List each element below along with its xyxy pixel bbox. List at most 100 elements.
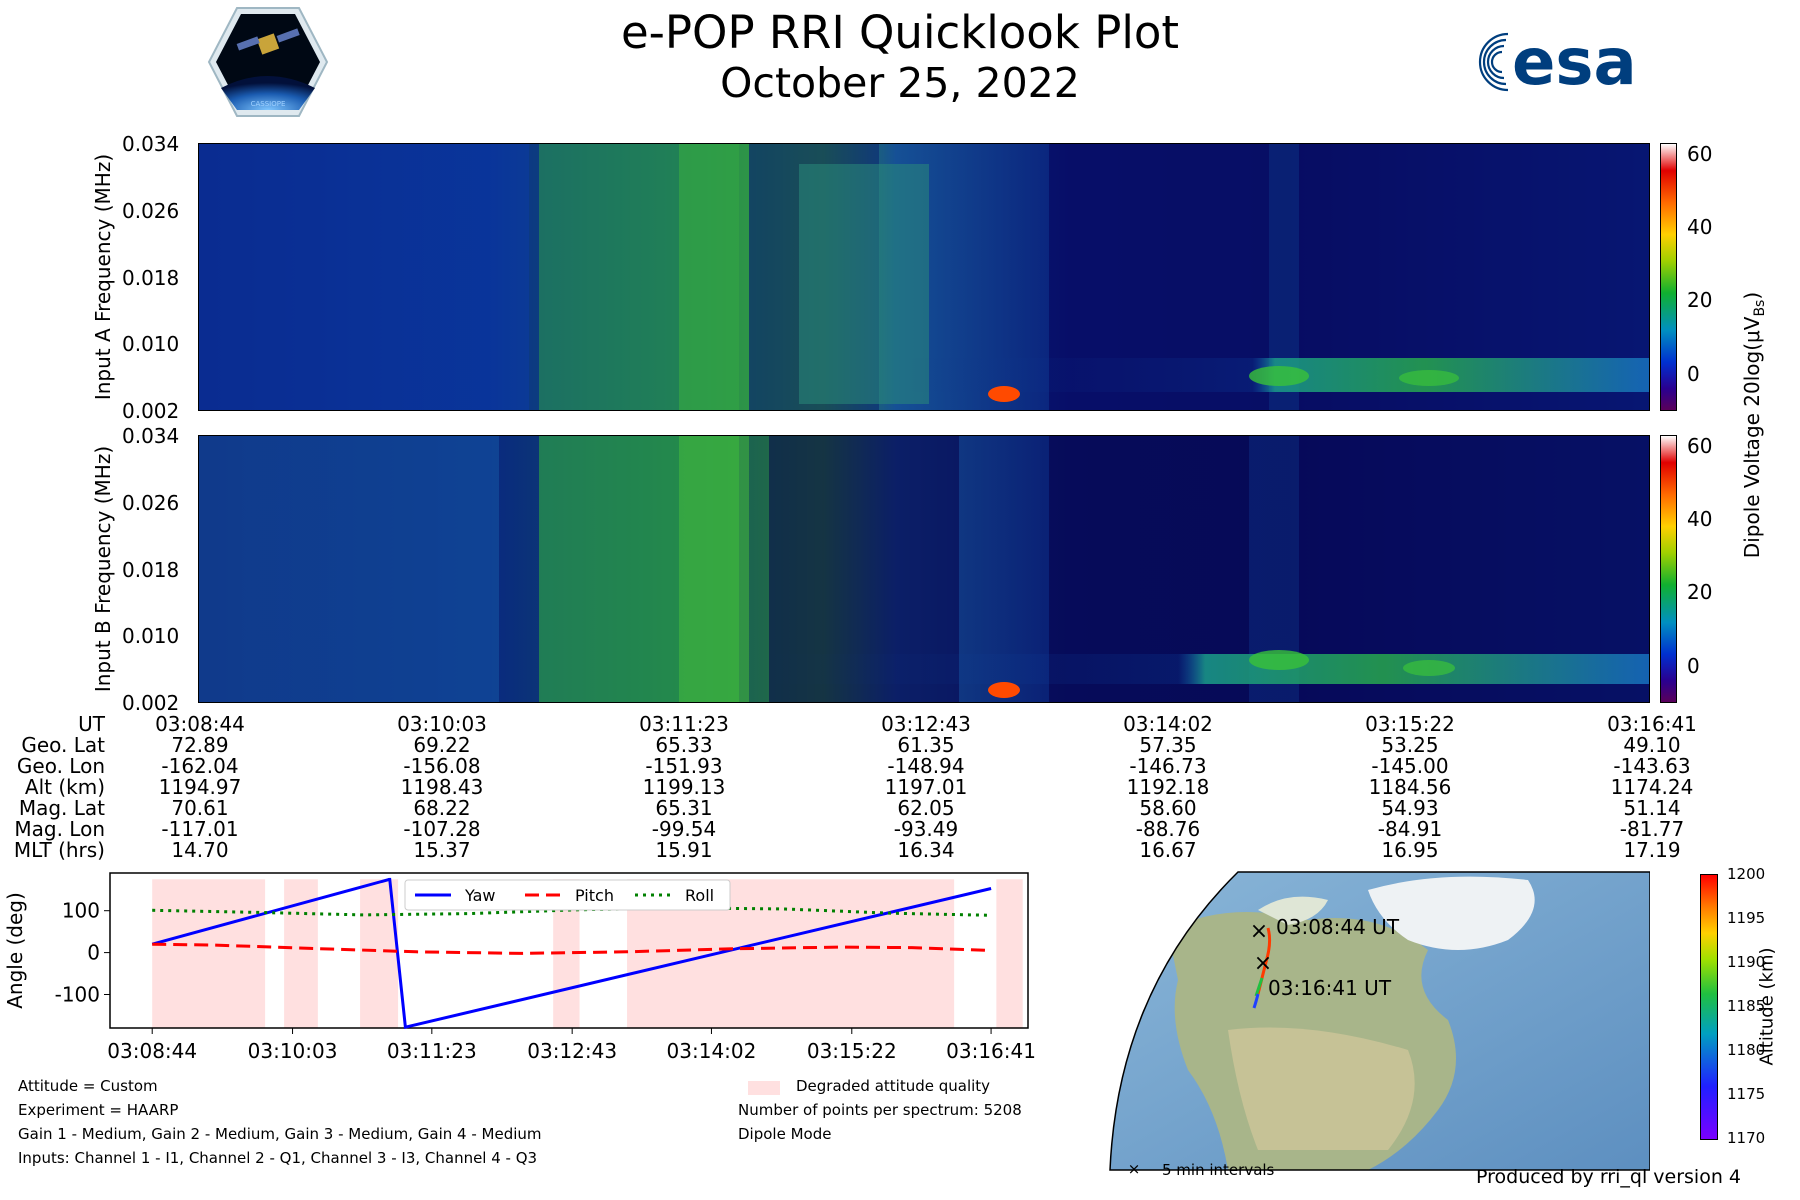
orbit-table-cell: 51.14 (1623, 796, 1681, 820)
orbit-table-cell: -88.76 (1135, 817, 1201, 841)
cbar-b-tick-60: 60 (1687, 434, 1713, 458)
spectrogram-a-colorbar (1660, 143, 1677, 411)
orbit-table-cell: 1174.24 (1610, 775, 1694, 799)
orbit-map: × × 03:08:44 UT 03:16:41 UT (1109, 871, 1650, 1171)
produced-by: Produced by rri_ql version 4 (1476, 1166, 1741, 1188)
experiment-name: Experiment = HAARP (18, 1101, 179, 1119)
orbit-table-cell: 15.91 (655, 838, 713, 862)
orbit-table-cell: -143.63 (1613, 754, 1691, 778)
ytick-b-4: 0.002 (122, 691, 180, 715)
orbit-table-cell: 68.22 (413, 796, 471, 820)
orbit-row-label: Geo. Lat (21, 733, 105, 757)
orbit-table-cell: 70.61 (171, 796, 229, 820)
attitude-ylabel: Angle (deg) (3, 892, 27, 1009)
map-end-label: 03:16:41 UT (1268, 976, 1392, 1000)
orbit-table-cell: -117.01 (161, 817, 239, 841)
altitude-colorbar (1700, 874, 1718, 1140)
attitude-legend (404, 879, 731, 911)
degraded-interval (996, 879, 1023, 1028)
degraded-legend-swatch (748, 1081, 780, 1095)
orbit-table-cell: 15.37 (413, 838, 471, 862)
ytick-a-1: 0.026 (122, 199, 180, 223)
series-line-pitch (152, 942, 992, 955)
orbit-table-cell: 17.19 (1623, 838, 1681, 862)
alt-tick-1180: 1180 (1727, 1041, 1766, 1059)
ytick-b-2: 0.018 (122, 558, 180, 582)
altitude-label: Altitude (km) (1756, 947, 1778, 1066)
orbit-table-cell: 03:16:41 (1607, 712, 1697, 736)
orbit-table-cell: 72.89 (171, 733, 229, 757)
orbit-table-cell: 03:11:23 (639, 712, 729, 736)
orbit-row-label: UT (78, 712, 105, 736)
dipole-voltage-label: Dipole Voltage 20log(μVBs) (1740, 275, 1768, 575)
orbit-table-cell: 62.05 (897, 796, 955, 820)
cbar-a-tick-40: 40 (1687, 215, 1713, 239)
alt-tick-1185: 1185 (1727, 997, 1766, 1015)
attitude-axes-frame (109, 872, 1029, 1029)
orbit-row-label: Geo. Lon (16, 754, 105, 778)
orbit-table-cell: 58.60 (1139, 796, 1197, 820)
orbit-table-cell: 14.70 (171, 838, 229, 862)
attitude-plot: 100 0 -100 03:08:44 03:10:03 03:11:23 03:12:43… (3, 872, 1036, 1063)
alt-tick-1195: 1195 (1727, 909, 1766, 927)
orbit-table-cell: 16.34 (897, 838, 955, 862)
x-tick-label: 03:12:43 (527, 1039, 617, 1063)
orbit-table-cell: 65.33 (655, 733, 713, 757)
orbit-table-cell: -162.04 (161, 754, 239, 778)
orbit-table-cell: -146.73 (1129, 754, 1207, 778)
orbit-table-cell: 1194.97 (158, 775, 242, 799)
orbit-table-cell: 69.22 (413, 733, 471, 757)
map-marker-mid: × (1254, 951, 1272, 976)
plot-title: e-POP RRI Quicklook Plot (620, 6, 1180, 59)
orbit-table-cell: 1184.56 (1368, 775, 1452, 799)
series-line-yaw (151, 877, 992, 1030)
alt-tick-1190: 1190 (1727, 953, 1766, 971)
esa-logo-text: esa (1512, 28, 1637, 96)
cbar-label-sub: Bs (1752, 299, 1768, 317)
orbit-row-label: Mag. Lat (18, 796, 105, 820)
ytick-a-4: 0.002 (122, 399, 180, 423)
orbit-table-cell: 65.31 (655, 796, 713, 820)
plot-date: October 25, 2022 (720, 59, 1080, 107)
spectrogram-input-b (198, 435, 1650, 703)
esa-logo: esa (1478, 28, 1637, 96)
orbit-table-cell: 03:08:44 (155, 712, 245, 736)
ytick-a-2: 0.018 (122, 266, 180, 290)
orbit-table-cell: 03:12:43 (881, 712, 971, 736)
orbit-table-cell: 53.25 (1381, 733, 1439, 757)
ytick-a-3: 0.010 (122, 332, 180, 356)
map-marker-start: × (1250, 919, 1268, 944)
alt-tick-1170: 1170 (1727, 1129, 1766, 1147)
x-tick-label: 03:11:23 (387, 1039, 477, 1063)
degraded-interval (152, 879, 266, 1028)
orbit-table-cell: 54.93 (1381, 796, 1439, 820)
orbit-table-cell: -151.93 (645, 754, 723, 778)
orbit-table-cell: 03:15:22 (1365, 712, 1455, 736)
orbit-table-cell: 49.10 (1623, 733, 1681, 757)
interval-legend-marker: × (1127, 1160, 1141, 1178)
orbit-table-cell: -81.77 (1619, 817, 1685, 841)
orbit-table-cell: -84.91 (1377, 817, 1443, 841)
orbit-table-cell: 03:14:02 (1123, 712, 1213, 736)
orbit-table-cell: -148.94 (887, 754, 965, 778)
x-tick-label: 03:16:41 (946, 1039, 1036, 1063)
orbit-table-cell: 16.95 (1381, 838, 1439, 862)
alt-tick-1175: 1175 (1727, 1085, 1766, 1103)
orbit-table-cell: -93.49 (893, 817, 959, 841)
gain-settings: Gain 1 - Medium, Gain 2 - Medium, Gain 3… (18, 1125, 542, 1143)
orbit-row-label: MLT (hrs) (13, 838, 105, 862)
orbit-table-cell: 57.35 (1139, 733, 1197, 757)
degraded-legend-label: Degraded attitude quality (796, 1077, 991, 1095)
cbar-b-tick-0: 0 (1687, 654, 1700, 678)
orbit-table-cell: 1198.43 (400, 775, 484, 799)
orbit-row-label: Mag. Lon (14, 817, 105, 841)
cbar-b-tick-40: 40 (1687, 507, 1713, 531)
spectrogram-input-a (198, 143, 1650, 411)
cassiope-badge-text: CASSIOPE (251, 100, 286, 108)
x-tick-label: 03:14:02 (667, 1039, 757, 1063)
orbit-table-cell: 16.67 (1139, 838, 1197, 862)
cassiope-logo: CASSIOPE (207, 7, 329, 117)
orbit-table-cell: 61.35 (897, 733, 955, 757)
input-b-ylabel: Input B Frequency (MHz) (91, 445, 115, 693)
spectrogram-b-canvas (199, 436, 1649, 702)
